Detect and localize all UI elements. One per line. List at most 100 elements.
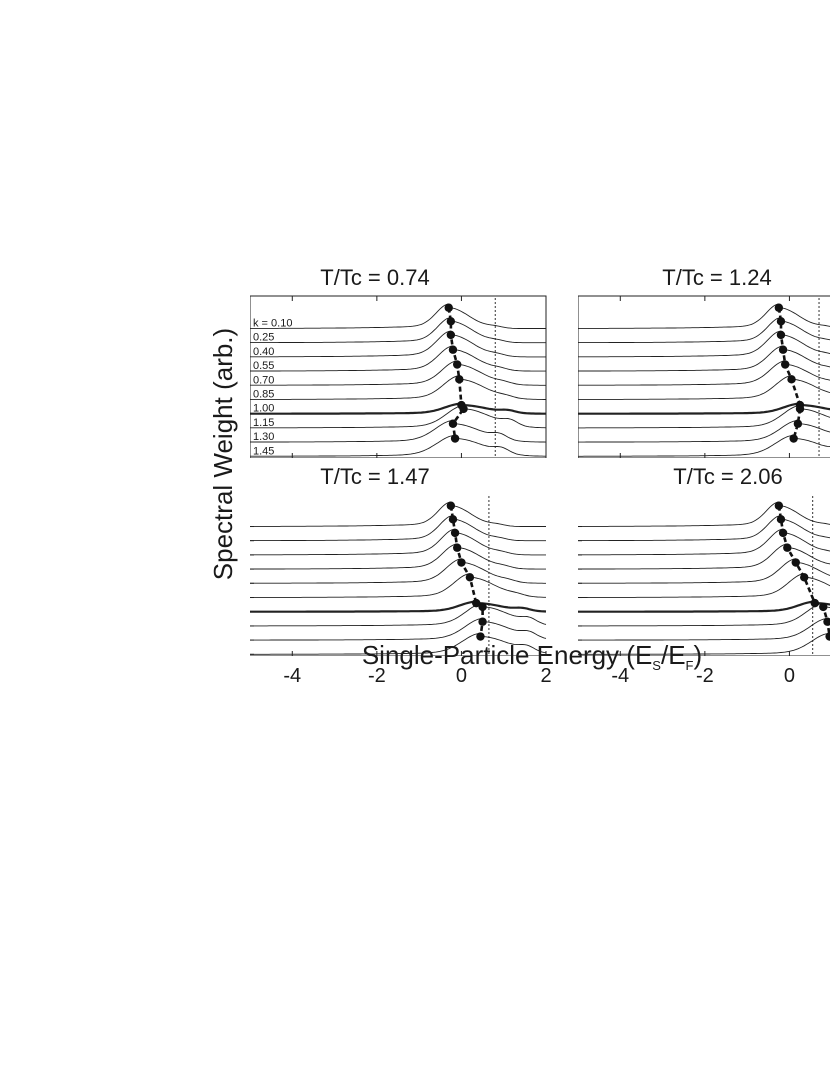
spectrum-k-0.10 — [578, 501, 830, 527]
spectrum-k-1.00 — [250, 600, 547, 613]
plots: k = 0.10 0.25 0.40 0.55 0.70 0.85 1.00 1.15 1.30… — [250, 295, 830, 687]
peak-point-k-0.55 — [448, 345, 458, 354]
spectrum-k-0.55 — [578, 345, 830, 372]
k-label-0.55: 0.55 — [253, 360, 274, 372]
x-tick-label: 0 — [784, 665, 795, 687]
peak-point-k-0.40 — [450, 528, 460, 538]
peak-point-k-1.15 — [459, 404, 468, 414]
peak-point-k-0.10 — [444, 303, 453, 312]
panel-title-1: T/Tc = 1.24 — [662, 265, 771, 290]
peak-point-k-0.25 — [776, 317, 786, 326]
panel-title-0: T/Tc = 0.74 — [320, 265, 429, 290]
panel-plot-2: -4 -2 0 2 — [250, 496, 552, 687]
spectrum-k-0.85 — [578, 573, 830, 598]
k-label-0.85: 0.85 — [253, 389, 274, 401]
panel-title-3: T/Tc = 2.06 — [673, 464, 782, 489]
peak-point-k-0.70 — [453, 360, 462, 369]
x-axis-label: Single-Particle Energy (ES/EF) — [362, 640, 702, 673]
peak-point-k-1.00 — [472, 598, 481, 608]
spectrum-k-1.45 — [250, 632, 547, 655]
spectrum-k-1.30 — [250, 419, 547, 443]
k-label-1.00: 1.00 — [253, 403, 274, 415]
peak-point-k-1.00 — [810, 598, 819, 608]
spectrum-k-1.15 — [578, 405, 830, 429]
peak-point-k-1.30 — [478, 617, 487, 626]
panel-frame — [250, 295, 547, 458]
peak-point-k-1.30 — [823, 617, 830, 626]
peak-point-k-1.45 — [450, 434, 460, 443]
peak-point-k-0.55 — [453, 543, 462, 552]
panel-title-2: T/Tc = 1.47 — [320, 464, 429, 489]
peak-point-k-0.10 — [774, 303, 784, 312]
spectrum-k-1.15 — [250, 405, 547, 429]
peak-point-k-1.15 — [819, 602, 828, 612]
peak-point-k-1.15 — [795, 404, 805, 414]
spectrum-k-0.85 — [578, 375, 830, 400]
spectrum-k-1.30 — [578, 617, 830, 641]
x-axis-label-end: ) — [694, 640, 703, 670]
spectrum-k-0.55 — [578, 543, 830, 570]
peak-point-k-0.70 — [457, 558, 466, 567]
spectrum-k-0.10 — [578, 303, 830, 329]
panel-top-left: T/Tc = 0.74 — [320, 265, 429, 290]
panel-bottom-left: T/Tc = 1.47 — [320, 464, 429, 489]
panel-content-2 — [250, 496, 547, 656]
x-axis-label-sub-f: F — [686, 658, 694, 673]
k-label-1.30: 1.30 — [253, 431, 274, 443]
spectrum-k-1.15 — [250, 603, 547, 627]
peak-point-k-1.30 — [793, 419, 803, 428]
peak-point-k-0.70 — [781, 360, 790, 369]
spectrum-k-1.00 — [578, 600, 830, 613]
spectrum-k-1.00 — [578, 402, 830, 415]
spectrum-k-1.45 — [578, 632, 830, 655]
spectrum-k-0.70 — [250, 360, 546, 386]
spectrum-k-0.40 — [250, 528, 546, 556]
peak-point-k-1.15 — [478, 602, 487, 612]
peak-point-k-0.85 — [455, 375, 464, 384]
dispersion-line — [777, 505, 830, 637]
spectrum-k-0.55 — [250, 345, 546, 372]
spectrum-k-1.30 — [250, 617, 547, 641]
peak-point-k-0.10 — [774, 501, 784, 510]
peak-point-k-0.70 — [791, 558, 800, 567]
dispersion-line — [447, 307, 466, 439]
peak-point-k-0.85 — [787, 375, 796, 384]
x-axis-label-mid: /E — [661, 640, 686, 670]
peak-point-k-1.30 — [448, 419, 458, 428]
peak-point-k-0.85 — [800, 573, 809, 582]
x-axis-label-sub-s: S — [652, 658, 661, 673]
dispersion-line — [777, 307, 802, 439]
panel-content-0: k = 0.10 0.25 0.40 0.55 0.70 0.85 1.00 1.15 1.30… — [250, 295, 547, 458]
peak-point-k-0.40 — [776, 330, 786, 340]
x-tick-label: -4 — [283, 665, 301, 687]
peak-point-k-0.40 — [446, 330, 456, 340]
x-tick-label: 2 — [540, 665, 551, 687]
x-tick-label: -2 — [696, 665, 714, 687]
spectrum-k-1.00 — [250, 402, 546, 415]
y-axis-label: Spectral Weight (arb.) — [208, 328, 238, 580]
spectrum-k-0.40 — [250, 330, 546, 358]
spectrum-k-0.10 — [250, 303, 546, 329]
panel-plot-0: k = 0.10 0.25 0.40 0.55 0.70 0.85 1.00 1.15 1.30… — [250, 295, 547, 458]
spectrum-k-1.45 — [250, 434, 546, 457]
spectrum-k-0.70 — [250, 558, 546, 584]
k-label-0.70: 0.70 — [253, 374, 274, 386]
spectrum-k-0.70 — [578, 360, 830, 386]
peak-point-k-0.25 — [446, 317, 456, 326]
panel-frame — [578, 295, 830, 458]
peak-point-k-0.25 — [776, 515, 786, 524]
spectrum-k-0.85 — [250, 573, 546, 598]
k-label-0.25: 0.25 — [253, 332, 274, 344]
panel-bottom-right: T/Tc = 2.06 — [673, 464, 782, 489]
k-label-0.40: 0.40 — [253, 346, 274, 358]
panel-top-right: T/Tc = 1.24 — [662, 265, 771, 290]
spectrum-k-0.40 — [578, 528, 830, 556]
panel-plot-3: -4-202 — [578, 496, 830, 687]
panel-plot-1 — [578, 295, 830, 458]
spectrum-k-1.30 — [578, 419, 830, 443]
spectrum-k-0.25 — [578, 316, 830, 344]
peak-point-k-0.85 — [465, 573, 475, 582]
panel-content-1 — [578, 295, 830, 458]
peak-point-k-1.45 — [825, 632, 830, 641]
